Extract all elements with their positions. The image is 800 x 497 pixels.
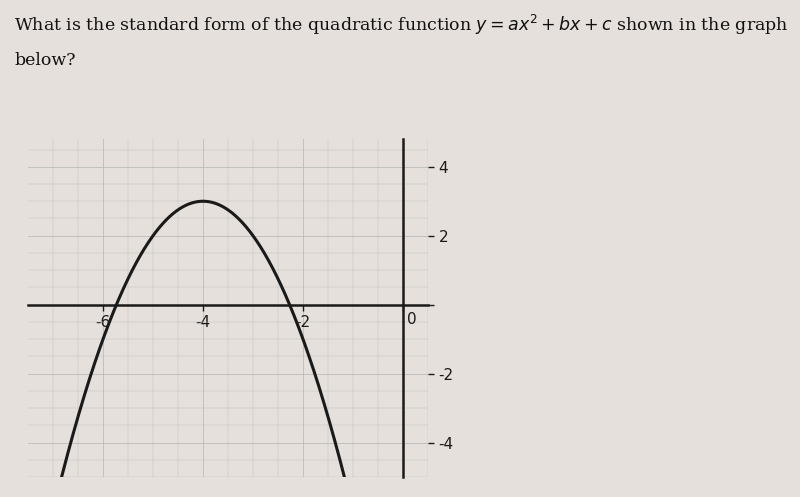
Text: 0: 0 <box>407 312 417 328</box>
Text: below?: below? <box>14 52 76 69</box>
Text: What is the standard form of the quadratic function $y = ax^2 + bx + c$ shown in: What is the standard form of the quadrat… <box>14 12 789 36</box>
